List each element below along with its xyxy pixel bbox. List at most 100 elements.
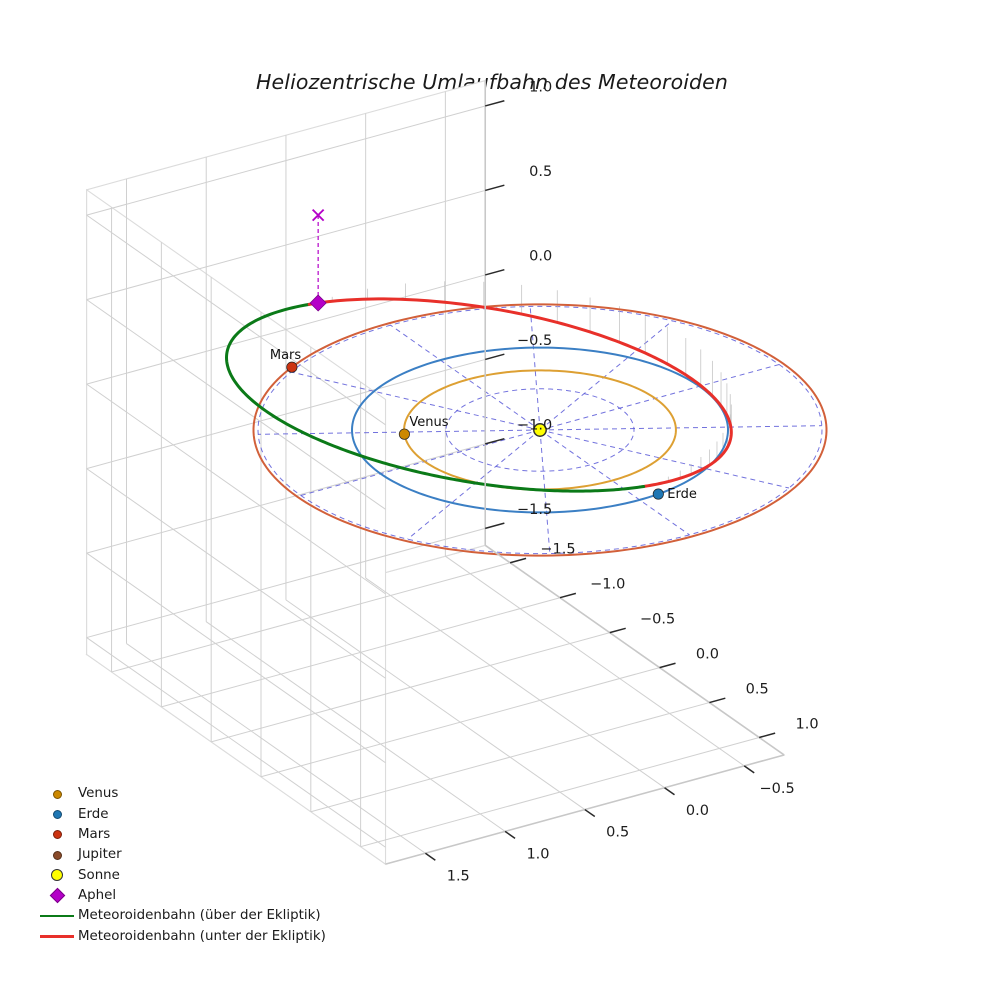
orbit-mars (252, 303, 828, 557)
axis-spine-x (484, 544, 785, 756)
tick-x (609, 627, 626, 634)
tick-label-y: 0.5 (606, 825, 629, 841)
legend-key-marker (36, 809, 78, 819)
gridline-left-z (86, 443, 486, 554)
mars-label: Mars (270, 348, 302, 363)
tick-z (485, 99, 505, 107)
tick-label-x: 0.0 (696, 647, 719, 663)
polar-spoke (539, 429, 690, 536)
page-title: Heliozentrische Umlaufbahn des Meteoroid… (256, 70, 728, 94)
legend-item-mars[interactable]: Mars (36, 825, 376, 845)
legend-key-marker (36, 830, 78, 840)
tick-z (485, 437, 505, 445)
gridline-floor-y (126, 643, 426, 854)
tick-y (424, 852, 436, 861)
legend-label: Jupiter (78, 847, 122, 863)
legend-circle-marker (52, 789, 62, 799)
planet-marker-erde (652, 488, 664, 500)
venus-label: Venus (409, 415, 448, 430)
gridline-back-z (86, 214, 386, 426)
axes-pane-gridlines (86, 91, 760, 854)
legend-item-sonne[interactable]: Sonne (36, 865, 376, 885)
tick-label-z: 0.0 (529, 249, 552, 265)
legend-label: Sonne (78, 867, 120, 883)
polar-spoke (390, 324, 541, 431)
polar-spoke (539, 429, 551, 554)
celestial-body-markers: Venus Erde Mars (270, 348, 697, 502)
legend-label: Mars (78, 827, 111, 843)
polar-spoke (539, 320, 673, 431)
legend-circle-marker (52, 850, 62, 860)
gridline-floor-y (205, 621, 506, 832)
tick-label-x: 0.5 (746, 681, 769, 697)
legend-key-line (36, 914, 78, 918)
gridline-left-z (86, 105, 486, 216)
aphelion-diamond-marker (309, 294, 327, 312)
legend-label: Meteoroidenbahn (unter der Ekliptik) (78, 928, 326, 944)
legend-key-marker (36, 887, 78, 904)
legend: Venus Erde Mars Jupiter Sonne Aphel Meteoroide… (36, 784, 376, 946)
tick-y (504, 830, 516, 839)
tick-label-x: 1.0 (795, 716, 818, 732)
planet-marker-venus (398, 428, 410, 440)
gridline-back-z (86, 552, 386, 764)
gridline-floor-y (365, 577, 665, 789)
legend-key-marker (36, 869, 78, 882)
tick-label-z: −1.5 (517, 502, 552, 518)
meteoroid-above-ecliptic (638, 484, 646, 489)
polar-spoke (407, 429, 541, 540)
tick-y (584, 808, 596, 818)
tick-label-x: −1.0 (590, 577, 625, 593)
legend-circle-marker (51, 869, 63, 882)
axes-panes (85, 79, 786, 866)
gridline-back-z (86, 299, 386, 510)
gridline-left-z (86, 189, 486, 301)
gridline-back-z (86, 637, 386, 848)
tick-y (743, 765, 755, 774)
tick-x (709, 697, 726, 704)
legend-item-meteoroidenbahn-unter-der-ekliptik[interactable]: Meteoroidenbahn (unter der Ekliptik) (36, 926, 376, 946)
legend-circle-marker (52, 809, 62, 819)
legend-item-jupiter[interactable]: Jupiter (36, 845, 376, 865)
gridline-floor-y (285, 599, 586, 810)
tick-label-z: 1.0 (529, 80, 552, 96)
tick-label-x: −1.5 (540, 542, 575, 558)
orbit-erde (351, 346, 729, 514)
legend-key-marker (36, 850, 78, 860)
legend-key-line (36, 934, 78, 938)
legend-label: Venus (78, 786, 119, 802)
planet-marker-mars (286, 361, 298, 373)
tick-x (759, 732, 776, 739)
legend-item-venus[interactable]: Venus (36, 784, 376, 804)
polar-ring (257, 305, 823, 555)
tick-label-y: 0.0 (686, 803, 709, 819)
tick-label-z: 0.5 (529, 164, 552, 180)
gridline-left-z (86, 527, 486, 639)
legend-label: Meteoroidenbahn (über der Ekliptik) (78, 908, 321, 924)
polar-spoke (539, 425, 822, 431)
axis-tick-labels: −1.5 −1.0 −0.5 0.0 0.5 1.0 −0.5 0.0 0.5 1.0 1.5 1.0… (447, 80, 819, 885)
erde-label: Erde (667, 487, 697, 502)
tick-x (509, 557, 527, 564)
legend-item-meteoroidenbahn-ber-der-ekliptik[interactable]: Meteoroidenbahn (über der Ekliptik) (36, 906, 376, 926)
legend-item-erde[interactable]: Erde (36, 804, 376, 824)
tick-z (485, 353, 505, 361)
aphelion-marker-group (309, 208, 327, 312)
aphelion-x-marker (311, 208, 325, 222)
gridline-back-z (86, 468, 386, 679)
sun-marker (533, 423, 547, 437)
legend-label: Aphel (78, 887, 117, 903)
gridline-left-z (86, 358, 486, 470)
legend-circle-marker (52, 830, 62, 840)
polar-spoke (290, 371, 541, 431)
tick-x (659, 662, 676, 669)
legend-item-aphel[interactable]: Aphel (36, 885, 376, 905)
polar-spoke (539, 364, 780, 431)
meteoroid-above-ecliptic (225, 302, 642, 493)
axis-spines-and-ticks (385, 80, 785, 865)
legend-diamond-marker (49, 887, 65, 904)
tick-label-y: −0.5 (760, 781, 795, 797)
tick-z (485, 268, 505, 276)
